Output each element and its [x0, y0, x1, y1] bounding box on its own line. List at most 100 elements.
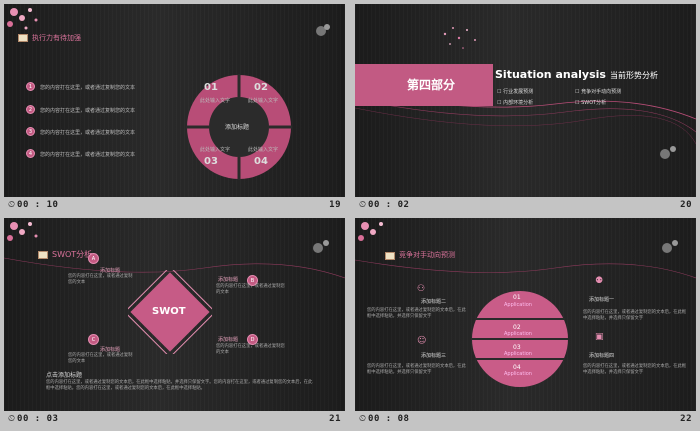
cherry-blossom-decoration	[7, 8, 38, 30]
bullet-1: 1	[26, 82, 35, 91]
option-2[interactable]: ☐ 竞争对手动向预测	[575, 89, 622, 95]
slide-footer: ⏲ 00 : 10 19	[4, 197, 345, 213]
corner-label-C: 添加标题	[100, 347, 121, 353]
ring-seg-num-4: 04	[254, 156, 268, 167]
cherry-blossom-decoration	[358, 222, 383, 241]
slide-thumbnail-22[interactable]: 竞争对手动向预测 01 Application 02 Application 0…	[355, 218, 696, 427]
slide-footer: ⏲ 00 : 02 20	[355, 197, 696, 213]
ring-diagram	[186, 74, 292, 180]
timer-icon: ⏲	[359, 200, 367, 210]
slide-title: SWOT分析	[52, 250, 93, 259]
option-3[interactable]: ☐ 内部环境分析	[497, 100, 534, 106]
item-text-4: 您的内容打在这里，或者通过复制您的文本	[40, 152, 136, 158]
slide-number: 22	[680, 414, 692, 424]
orb-decoration	[316, 24, 330, 36]
slide-timing: 00 : 03	[17, 414, 59, 424]
slide-thumbnail-20[interactable]: 第四部分 Situation analysis 当前形势分析 ☐ 行业发展预测 …	[355, 4, 696, 213]
people-icon: ⚉	[595, 276, 604, 286]
slide-thumbnail-19[interactable]: 执行力有待加强 1 您的内容打在这里，或者通过复制您的文本 2 您的内容打在这里…	[4, 4, 345, 213]
part-title: 第四部分	[407, 78, 456, 92]
slide-number: 20	[680, 200, 692, 210]
section-heading: Situation analysis	[495, 68, 606, 81]
corner-label-B: 添加标题	[218, 277, 239, 283]
timer-icon: ⏲	[8, 414, 16, 424]
slide-footer: ⏲ 00 : 08 22	[355, 411, 696, 427]
timer-icon: ⏲	[8, 200, 16, 210]
ring-seg-text-1: 此处输入文字	[200, 98, 231, 104]
wave-decoration	[4, 240, 345, 279]
section-heading-cn: 当前形势分析	[610, 71, 658, 80]
slide-timing: 00 : 02	[368, 200, 410, 210]
slide-thumbnail-21[interactable]: SWOT分析 SWOT A 添加标题 您的内容打在这里，或者通过复制您的文本 B…	[4, 218, 345, 427]
band-text-3: Application	[504, 351, 532, 357]
item-text-2: 您的内容打在这里，或者通过复制您的文本	[40, 108, 136, 114]
title-icon	[385, 252, 395, 260]
ring-seg-num-3: 03	[204, 156, 218, 167]
left-text-1: 您的内容打在这里，或者通过复制您的文本后，在此框中选择粘贴，并选择只保留文字	[367, 308, 466, 319]
ring-seg-text-3: 此处输入文字	[200, 147, 231, 153]
option-4[interactable]: ☐ SWOT分析	[575, 100, 607, 106]
bullet-2: 2	[26, 105, 35, 114]
left-label-2: 添加标题三	[421, 353, 447, 359]
bullet-3: 3	[26, 127, 35, 136]
band-num-2: 02	[513, 324, 521, 331]
wave-decoration	[355, 240, 696, 279]
team-icon: ⚇	[417, 284, 426, 294]
corner-label-A: 添加标题	[100, 268, 121, 274]
right-text-1: 您的内容打在这里，或者通过复制您的文本后，在此框中选择粘贴，并选择只保留文字	[583, 310, 687, 321]
corner-text-B: 您的内容打在这里，或者通过复制您的文本	[216, 284, 285, 295]
band-text-4: Application	[504, 371, 532, 377]
corner-text-A: 您的内容打在这里，或者通过复制您的文本	[68, 274, 133, 285]
ring-center-title: 添加标题	[225, 124, 250, 131]
corner-C: C	[88, 334, 99, 345]
slide-title: 执行力有待加强	[32, 34, 81, 42]
option-1[interactable]: ☐ 行业发展预测	[497, 89, 534, 95]
right-label-1: 添加标题一	[589, 297, 615, 303]
slide-title: 竞争对手动向预测	[399, 251, 455, 259]
ring-seg-num-2: 02	[254, 82, 268, 93]
band-num-4: 04	[513, 364, 521, 371]
head-icon: ☺	[417, 336, 427, 346]
corner-A: A	[88, 253, 99, 264]
band-num-3: 03	[513, 344, 521, 351]
body-text: 您的内容打在这里，或者通过复制您的文本后，在此框中选择粘贴，并选择只保留文字。您…	[46, 380, 313, 391]
slide-canvas: 第四部分 Situation analysis 当前形势分析 ☐ 行业发展预测 …	[355, 4, 696, 197]
slide-canvas: 竞争对手动向预测 01 Application 02 Application 0…	[355, 218, 696, 411]
slide-number: 19	[329, 200, 341, 210]
corner-text-D: 您的内容打在这里，或者通过复制您的文本	[216, 344, 285, 355]
part-banner	[355, 64, 493, 106]
band-num-1: 01	[513, 294, 521, 301]
ring-seg-text-2: 此处输入文字	[248, 98, 279, 104]
slide-number: 21	[329, 414, 341, 424]
item-text-3: 您的内容打在这里，或者通过复制您的文本	[40, 130, 136, 136]
item-text-1: 您的内容打在这里，或者通过复制您的文本	[40, 85, 136, 91]
swot-center: SWOT	[152, 306, 186, 317]
band-circle	[472, 291, 568, 387]
slide-timing: 00 : 10	[17, 200, 59, 210]
right-label-2: 添加标题四	[589, 353, 615, 359]
slide-canvas: 执行力有待加强 1 您的内容打在这里，或者通过复制您的文本 2 您的内容打在这里…	[4, 4, 345, 197]
right-text-2: 您的内容打在这里，或者通过复制您的文本后，在此框中选择粘贴，并选择只保留文字	[583, 364, 687, 375]
corner-label-D: 添加标题	[218, 337, 239, 343]
bullet-4: 4	[26, 149, 35, 158]
band-text-2: Application	[504, 331, 532, 337]
title-icon	[18, 34, 28, 42]
ring-seg-num-1: 01	[204, 82, 218, 93]
corner-text-C: 您的内容打在这里，或者通过复制您的文本	[68, 353, 133, 364]
swot-diamond	[128, 270, 212, 354]
timer-icon: ⏲	[359, 414, 367, 424]
corner-D: D	[247, 334, 258, 345]
slide-footer: ⏲ 00 : 03 21	[4, 411, 345, 427]
wave-decoration	[355, 27, 696, 159]
slide-canvas: SWOT分析 SWOT A 添加标题 您的内容打在这里，或者通过复制您的文本 B…	[4, 218, 345, 411]
left-label-1: 添加标题二	[421, 299, 447, 305]
cherry-blossom-decoration	[7, 222, 38, 241]
title-icon	[38, 251, 48, 259]
slide-timing: 00 : 08	[368, 414, 410, 424]
monitor-icon: ▣	[595, 332, 604, 342]
left-text-2: 您的内容打在这里，或者通过复制您的文本后，在此框中选择粘贴，并选择只保留文字	[367, 364, 466, 375]
corner-B: B	[247, 275, 258, 286]
ring-seg-text-4: 此处输入文字	[248, 147, 279, 153]
body-subtitle: 点击添加标题	[46, 372, 83, 379]
